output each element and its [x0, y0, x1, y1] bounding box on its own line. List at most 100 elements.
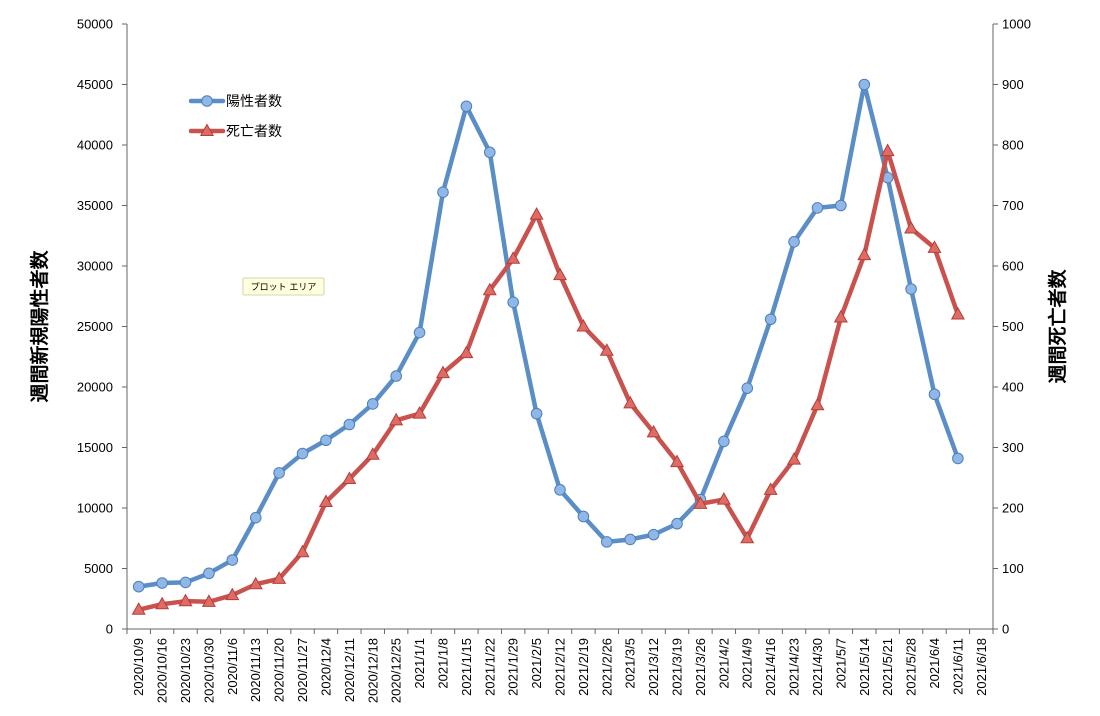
- series-2-point: [131, 602, 146, 615]
- series-2-point: [740, 530, 755, 544]
- x-axis-tick-label: 2021/1/8: [435, 638, 450, 689]
- series-1-point: [437, 186, 449, 198]
- left-axis-tick-label: 40000: [77, 138, 113, 153]
- series-2-point: [599, 343, 614, 356]
- legend-label-2: 死亡者数: [226, 124, 282, 140]
- x-axis-tick-label: 2020/10/23: [178, 638, 193, 703]
- series-1-point: [788, 236, 800, 248]
- series-2-point: [295, 544, 310, 558]
- legend-marker-1: [201, 95, 213, 107]
- x-axis-tick-label: 2021/4/2: [716, 638, 731, 689]
- x-axis-tick-label: 2020/11/27: [295, 638, 310, 702]
- legend-marker-2: [199, 123, 215, 137]
- series-2-point: [669, 454, 685, 468]
- series-2-point: [435, 365, 451, 379]
- x-axis-tick-label: 2021/2/12: [553, 638, 568, 696]
- series-1-point: [647, 528, 660, 541]
- x-axis-tick-label: 2020/10/30: [201, 638, 216, 703]
- x-axis-tick-label: 2021/1/29: [506, 638, 521, 696]
- series-1-point: [156, 577, 168, 589]
- x-axis-tick-label: 2021/3/5: [623, 638, 638, 689]
- series-2-point: [763, 482, 778, 495]
- series-2-point: [318, 494, 333, 507]
- series-1-point: [320, 434, 332, 447]
- series-2-point: [950, 306, 965, 320]
- series-2-point: [365, 447, 380, 460]
- series-2-point: [623, 395, 638, 409]
- series-1-point: [764, 313, 777, 326]
- series-1-point: [273, 467, 285, 479]
- x-axis-tick-label: 2021/2/5: [529, 638, 544, 689]
- series-1-point: [858, 78, 871, 91]
- x-axis-tick-label: 2020/12/18: [365, 638, 380, 703]
- x-axis-tick-label: 2020/11/20: [272, 638, 287, 702]
- x-axis-tick-label: 2021/5/28: [904, 638, 919, 696]
- right-axis-tick-label: 100: [1002, 561, 1024, 576]
- left-axis-title: 週間新規陽性者数: [28, 250, 51, 403]
- x-axis-tick-label: 2020/12/25: [389, 638, 404, 703]
- series-1-point: [928, 388, 941, 401]
- series-1-point: [366, 398, 379, 410]
- left-axis-tick-label: 50000: [77, 17, 113, 32]
- series-1-point: [741, 382, 754, 395]
- series-2-point: [927, 240, 942, 253]
- series-1-point: [179, 576, 192, 589]
- series-2-point: [248, 576, 263, 590]
- x-axis-tick-label: 2021/2/26: [599, 638, 614, 696]
- left-axis-tick-label: 5000: [84, 561, 113, 576]
- series-1-point: [390, 370, 402, 382]
- series-1-point: [624, 533, 637, 546]
- left-axis-tick-label: 45000: [77, 77, 113, 92]
- axes-layer: [122, 23, 998, 634]
- series-layer: [131, 78, 965, 615]
- series-1-point: [460, 100, 473, 113]
- series-2-point: [833, 309, 848, 323]
- x-axis-tick-label: 2021/1/22: [482, 638, 497, 696]
- series-2-point: [412, 406, 427, 419]
- series-2-point: [857, 247, 872, 261]
- left-axis-tick-label: 15000: [77, 440, 113, 455]
- series-2-point: [646, 424, 661, 438]
- right-axis-tick-label: 200: [1002, 501, 1024, 516]
- x-axis-tick-label: 2021/1/1: [412, 638, 427, 689]
- series-1-point: [905, 283, 917, 295]
- x-axis-tick-label: 2021/1/15: [459, 638, 474, 696]
- x-axis-tick-label: 2020/10/9: [131, 638, 146, 696]
- series-2-point: [482, 282, 497, 296]
- series-1-point: [132, 580, 145, 593]
- series-1-point: [226, 554, 239, 566]
- right-axis-title: 週間死亡者数: [1046, 269, 1069, 384]
- x-axis-tick-label: 2020/12/11: [342, 638, 357, 702]
- series-line-2: [136, 148, 961, 612]
- series-2-point: [272, 571, 287, 584]
- series-2-point: [389, 412, 404, 426]
- x-axis-tick-label: 2021/6/4: [927, 638, 942, 689]
- series-1-point: [671, 517, 683, 530]
- series-2-point: [716, 492, 731, 505]
- x-axis-tick-label: 2021/6/11: [950, 638, 965, 695]
- series-1-point: [203, 567, 215, 580]
- series-1-point: [530, 407, 543, 420]
- series-1-point: [483, 146, 496, 159]
- left-axis-tick-label: 10000: [77, 501, 113, 516]
- series-2-point: [459, 345, 474, 359]
- right-axis-tick-label: 700: [1002, 198, 1024, 213]
- series-1-point: [413, 326, 426, 339]
- series-2-point: [693, 496, 708, 509]
- series-2-point: [904, 220, 919, 234]
- right-axis-tick-label: 800: [1002, 138, 1024, 153]
- x-axis-tick-label: 2021/3/26: [693, 638, 708, 696]
- left-axis-tick-label: 25000: [77, 319, 113, 334]
- x-axis-tick-label: 2021/4/23: [787, 638, 802, 696]
- series-1-point: [811, 202, 824, 214]
- x-axis-tick-label: 2021/4/30: [810, 638, 825, 696]
- x-axis-tick-label: 2021/5/7: [833, 638, 848, 689]
- label-layer: 0500010000150002000025000300003500040000…: [28, 17, 1069, 704]
- series-1-point: [554, 484, 566, 496]
- right-axis-tick-label: 600: [1002, 259, 1024, 274]
- x-axis-tick-label: 2021/5/21: [880, 638, 895, 696]
- series-1-point: [343, 418, 356, 431]
- series-1-point: [952, 452, 964, 465]
